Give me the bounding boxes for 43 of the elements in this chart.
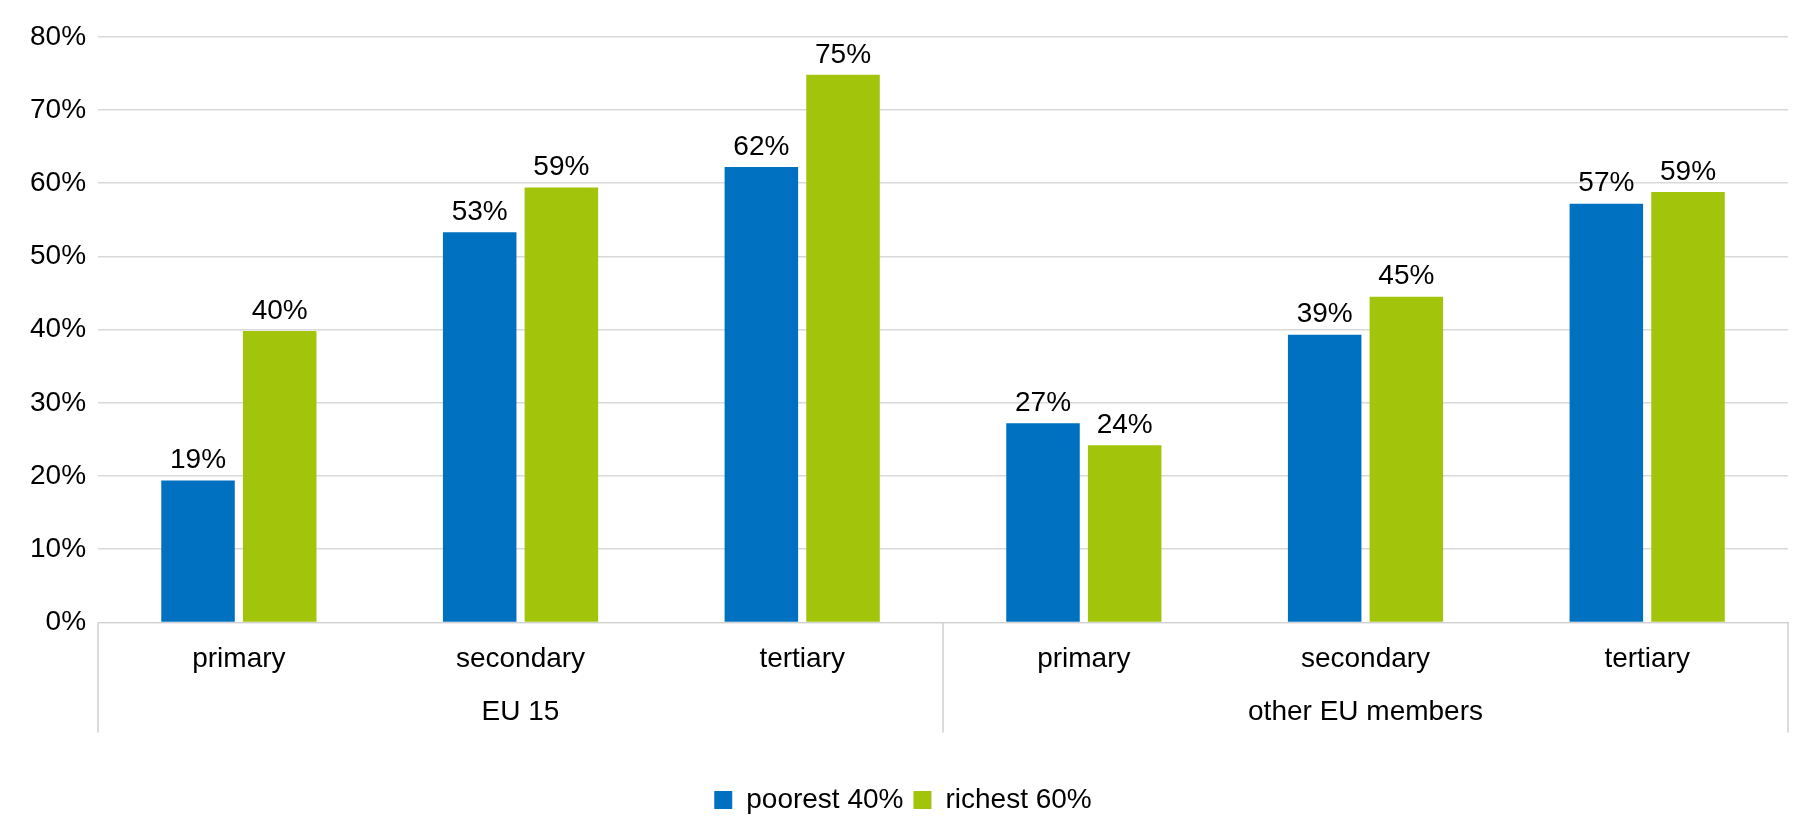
data-label: 24% xyxy=(1096,407,1153,439)
bar xyxy=(161,480,235,622)
bar xyxy=(724,167,799,622)
data-label: 39% xyxy=(1296,297,1353,329)
y-tick-label: 10% xyxy=(29,531,87,563)
y-tick-label: 60% xyxy=(29,165,87,197)
text: EU 15 xyxy=(481,695,560,727)
bar xyxy=(1569,203,1644,622)
y-tick-label: 40% xyxy=(29,312,87,344)
bar xyxy=(1651,191,1725,622)
data-label: 59% xyxy=(533,150,590,182)
x-tick-label: tertiary xyxy=(759,641,845,673)
x-tick-label: primary xyxy=(1037,641,1131,673)
legend-label: richest 60% xyxy=(945,782,1092,814)
x-tick-label: secondary xyxy=(455,641,586,673)
data-label: 59% xyxy=(1659,154,1717,186)
data-label: 75% xyxy=(815,37,872,69)
y-tick-label: 30% xyxy=(29,385,87,417)
x-tick-label: primary xyxy=(192,641,286,673)
text: other EU members xyxy=(1248,695,1483,727)
legend-label: poorest 40% xyxy=(746,782,904,814)
data-label: 53% xyxy=(451,194,508,226)
data-label: 19% xyxy=(170,443,227,475)
bar xyxy=(1006,423,1080,622)
data-label: 40% xyxy=(251,293,308,325)
bar xyxy=(1287,334,1362,622)
x-tick-label: secondary xyxy=(1300,641,1431,673)
y-tick-label: 50% xyxy=(29,239,87,271)
y-tick-label: 80% xyxy=(29,19,87,51)
y-tick-label: 0% xyxy=(45,605,87,637)
bar xyxy=(1369,296,1444,622)
y-tick-label: 20% xyxy=(29,458,87,490)
bar xyxy=(242,331,317,622)
bar xyxy=(1087,445,1162,622)
bar xyxy=(524,187,599,622)
data-label: 62% xyxy=(733,129,790,161)
data-label: 57% xyxy=(1578,166,1635,198)
data-label: 27% xyxy=(1014,386,1072,418)
bar xyxy=(806,74,880,622)
y-tick-label: 70% xyxy=(29,92,87,124)
data-label: 45% xyxy=(1378,259,1435,291)
bar xyxy=(442,232,517,622)
x-tick-label: tertiary xyxy=(1604,641,1690,673)
